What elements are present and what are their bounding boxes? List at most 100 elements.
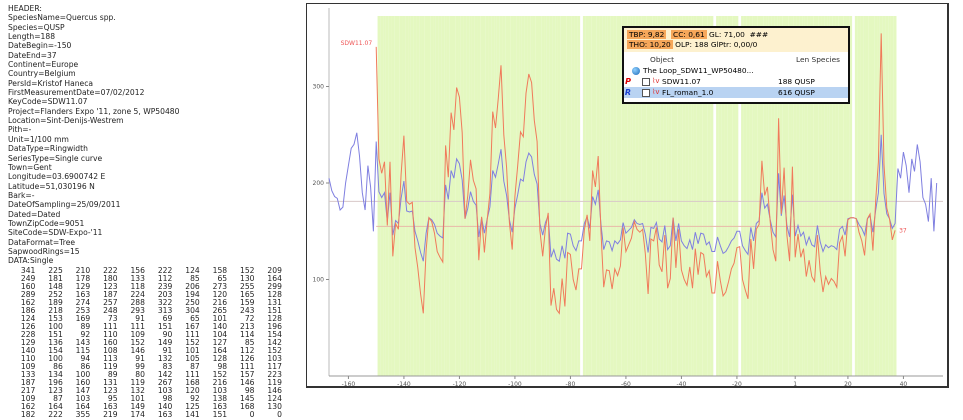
tho-value: THO: 10,20 <box>627 40 673 49</box>
data-cell: 108 <box>103 346 118 356</box>
data-cell: 129 <box>75 281 91 291</box>
data-cell: 118 <box>130 281 145 291</box>
data-cell: 125 <box>185 402 200 412</box>
agreement-band <box>605 16 608 376</box>
data-cell: 124 <box>267 394 282 404</box>
data-cell: 90 <box>162 330 173 339</box>
agreement-band <box>785 16 789 376</box>
data-cell: 162 <box>20 297 36 307</box>
checkbox[interactable] <box>642 88 650 97</box>
project-name: The Loop_SDW11_WP50480... <box>643 66 754 75</box>
column-object[interactable]: Object <box>650 55 675 64</box>
data-cell: 181 <box>48 273 63 283</box>
agreement-band <box>865 16 869 376</box>
data-cell: 110 <box>103 330 118 339</box>
agreement-band <box>818 16 822 376</box>
agreement-band <box>688 16 692 376</box>
data-cell: 189 <box>48 297 63 307</box>
agreement-band <box>624 16 628 376</box>
data-cell: 152 <box>185 338 200 348</box>
agreement-band <box>774 16 778 376</box>
column-len-species[interactable]: Len Species <box>795 55 840 64</box>
series-line-fl-roman-1-0 <box>328 132 938 263</box>
agreement-band <box>699 16 703 376</box>
agreement-band <box>821 16 825 376</box>
data-cell: 216 <box>212 297 228 307</box>
data-cell: 91 <box>135 313 145 323</box>
data-cell: 186 <box>20 305 36 315</box>
data-row: 133 134 100 89 80 142 111 152 157 223 <box>8 371 303 379</box>
data-cell: 98 <box>217 362 228 372</box>
data-cell: 101 <box>130 394 145 404</box>
agreement-band <box>868 16 872 376</box>
data-cell: 130 <box>267 402 282 412</box>
agreement-band <box>607 16 611 376</box>
data-cell: 0 <box>277 410 282 420</box>
agreement-band <box>641 16 644 376</box>
data-cell: 168 <box>185 378 200 388</box>
agreement-band <box>441 16 445 376</box>
agreement-band <box>710 16 714 376</box>
data-cell: 124 <box>20 313 36 323</box>
chart-svg: 100 200 300 -160 -140 -120 -100 -80 -60 -40 -20 1 20… <box>313 8 943 386</box>
data-cell: 130 <box>240 273 255 283</box>
data-cell: 86 <box>53 362 63 372</box>
data-cell: 196 <box>267 321 282 331</box>
data-cell: 85 <box>244 338 255 348</box>
header-line: DateEnd=37 <box>8 50 57 60</box>
agreement-band <box>721 16 725 376</box>
list-header: Object Len Species <box>624 55 848 65</box>
data-row: 109 86 86 119 99 83 87 98 111 117 <box>8 363 303 371</box>
agreement-band <box>832 16 836 376</box>
data-cell: 149 <box>157 338 173 348</box>
agreement-band <box>477 16 481 376</box>
data-cell: 255 <box>240 281 255 291</box>
sample-end-label: 37 <box>899 227 907 234</box>
data-cell: 65 <box>190 313 200 323</box>
data-cell: 217 <box>20 386 36 396</box>
data-cell: 209 <box>267 265 282 275</box>
data-cell: 163 <box>75 289 91 299</box>
series-row-sample[interactable]: P ⌇v SDW11.07 188 QUSP <box>624 76 848 87</box>
agreement-band <box>438 16 442 376</box>
agreement-band <box>494 16 497 376</box>
header-line: Project=Flanders Expo '11, zone 5, WP504… <box>8 106 180 116</box>
data-cell: 126 <box>20 321 36 331</box>
data-cell: 95 <box>107 394 118 404</box>
agreement-band <box>469 16 472 376</box>
data-cell: 131 <box>103 378 118 388</box>
data-cell: 313 <box>157 305 173 315</box>
data-cell: 152 <box>240 265 255 275</box>
agreement-band <box>585 16 589 376</box>
data-cell: 120 <box>185 386 200 396</box>
agreement-band <box>840 16 844 376</box>
series-row-reference[interactable]: R ⌇v FL_roman_1.0 616 QUSP <box>624 87 848 98</box>
data-cell: 109 <box>20 394 36 404</box>
data-cell: 110 <box>20 354 36 364</box>
data-cell: 120 <box>212 289 228 299</box>
data-cell: 158 <box>212 265 228 275</box>
agreement-band <box>777 16 780 376</box>
data-cell: 164 <box>212 346 228 356</box>
data-cell: 109 <box>20 362 36 372</box>
header-line: Longitude=03.6900742 E <box>8 172 106 182</box>
data-cell: 149 <box>130 402 145 412</box>
x-tick-label: 1 <box>793 381 797 386</box>
data-cell: 92 <box>190 394 200 404</box>
agreement-band <box>538 16 542 376</box>
data-cell: 299 <box>267 281 282 291</box>
tbp-value: TBP: 9,82 <box>627 30 667 39</box>
agreement-band <box>835 16 839 376</box>
project-row[interactable]: The Loop_SDW11_WP50480... <box>624 65 848 76</box>
agreement-band <box>557 16 561 376</box>
agreement-band <box>402 16 406 376</box>
data-cell: 151 <box>212 410 228 420</box>
agreement-band <box>452 16 456 376</box>
agreement-band <box>668 16 672 376</box>
header-line: SpeciesName=Quercus spp. <box>8 13 116 23</box>
checkbox[interactable] <box>642 77 650 86</box>
agreement-band <box>618 16 622 376</box>
data-row: 109 87 103 95 101 98 92 138 145 124 <box>8 395 303 403</box>
data-cell: 222 <box>157 265 173 275</box>
agreement-band <box>757 16 761 376</box>
